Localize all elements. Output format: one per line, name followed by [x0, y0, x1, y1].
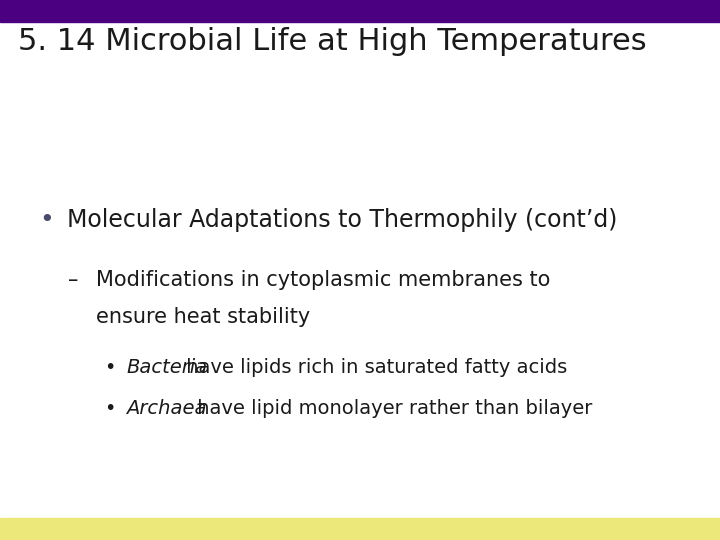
- Text: •: •: [104, 358, 116, 377]
- Text: have lipids rich in saturated fatty acids: have lipids rich in saturated fatty acid…: [180, 358, 567, 377]
- Text: 5. 14 Microbial Life at High Temperatures: 5. 14 Microbial Life at High Temperature…: [18, 28, 647, 56]
- Text: © 2012 Pearson Education, Inc.: © 2012 Pearson Education, Inc.: [13, 524, 190, 534]
- Text: Archaea: Archaea: [126, 399, 207, 417]
- Text: Molecular Adaptations to Thermophily (cont’d): Molecular Adaptations to Thermophily (co…: [67, 208, 617, 232]
- Text: Bacteria: Bacteria: [126, 358, 207, 377]
- Text: ensure heat stability: ensure heat stability: [96, 307, 310, 327]
- Text: •: •: [104, 399, 116, 417]
- Text: have lipid monolayer rather than bilayer: have lipid monolayer rather than bilayer: [191, 399, 592, 417]
- Text: Modifications in cytoplasmic membranes to: Modifications in cytoplasmic membranes t…: [96, 270, 550, 290]
- Text: –: –: [68, 270, 78, 290]
- Text: •: •: [40, 208, 54, 232]
